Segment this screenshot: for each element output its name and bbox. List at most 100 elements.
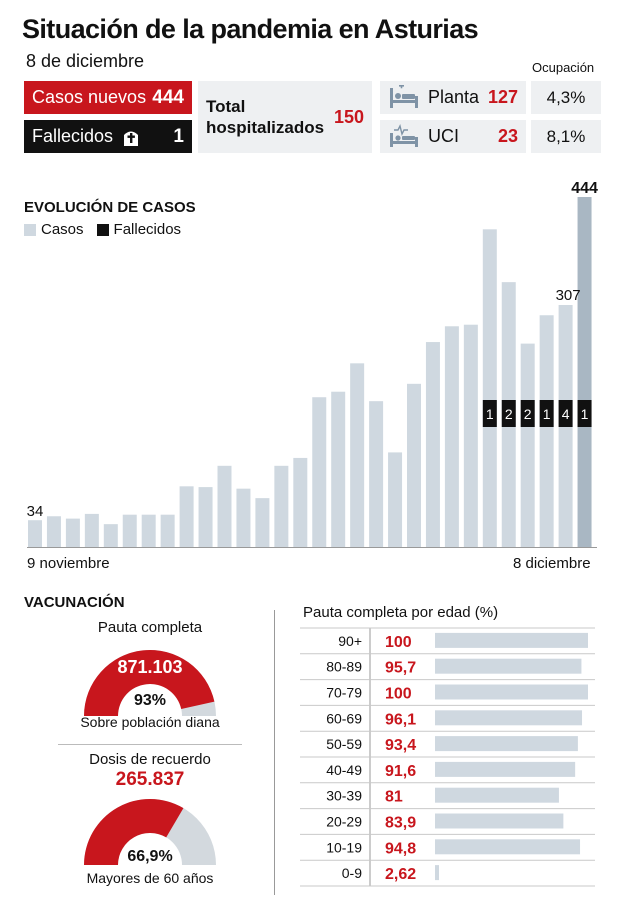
- bar-casos: [217, 465, 232, 547]
- total-hospitalizados-label: Total hospitalizados: [206, 97, 325, 137]
- fallecidos-label: 1: [543, 406, 551, 422]
- legend-item-casos: Casos: [24, 221, 84, 238]
- planta-label: Planta: [428, 87, 480, 107]
- dosis-recuerdo-gauge: [84, 799, 216, 865]
- planta-box: Planta 127: [380, 81, 526, 114]
- age-category-label: 0-9: [342, 865, 362, 881]
- bar-value-label: 444: [571, 180, 598, 197]
- age-bar: [435, 839, 581, 855]
- divider: [58, 744, 242, 745]
- dosis-gauge-fill: [84, 799, 184, 865]
- bar-casos: [482, 229, 497, 547]
- uci-occupancy: 8,1%: [531, 120, 601, 153]
- fallecidos-label: Fallecidos: [32, 126, 114, 146]
- bar-casos: [179, 486, 194, 547]
- dosis-recuerdo-label: Dosis de recuerdo: [89, 751, 211, 768]
- age-value-label: 91,6: [385, 763, 416, 780]
- legend-label-fallecidos: Fallecidos: [113, 221, 182, 238]
- age-category-label: 70-79: [326, 685, 362, 701]
- total-hospitalizados-box: Total hospitalizados 150: [198, 81, 372, 153]
- fallecidos-label: 2: [505, 406, 513, 422]
- uci-box: UCI 23: [380, 120, 526, 153]
- bar-casos: [577, 197, 592, 547]
- age-bar: [435, 736, 578, 752]
- bar-casos: [520, 343, 535, 547]
- age-value-label: 93,4: [385, 737, 416, 754]
- bar-casos: [65, 518, 80, 547]
- bar-value-label: 34: [27, 503, 44, 520]
- occupancy-label: Ocupación: [532, 60, 595, 75]
- bar-casos: [122, 514, 137, 547]
- bar-casos: [293, 457, 308, 547]
- age-value-label: 95,7: [385, 660, 416, 677]
- vacunacion-title: VACUNACIÓN: [24, 594, 125, 611]
- dosis-recuerdo-pct: 66,9%: [127, 848, 173, 865]
- bar-fallecidos: [577, 400, 592, 427]
- dosis-recuerdo-subtitle: Mayores de 60 años: [86, 870, 214, 886]
- date-label: 8 de diciembre: [26, 51, 145, 71]
- bar-fallecidos: [501, 400, 516, 427]
- age-category-label: 40-49: [326, 762, 362, 778]
- bar-fallecidos: [539, 400, 554, 427]
- bar-value-label: 307: [556, 287, 581, 304]
- bar-casos: [28, 520, 42, 547]
- bar-fallecidos: [520, 400, 535, 427]
- legend-label-casos: Casos: [41, 221, 84, 238]
- fallecidos-label: 4: [562, 406, 570, 422]
- pauta-completa-label: Pauta completa: [97, 619, 203, 636]
- age-category-label: 50-59: [326, 736, 362, 752]
- age-category-label: 30-39: [326, 788, 362, 804]
- age-value-label: 100: [385, 686, 412, 703]
- planta-occupancy: 4,3%: [531, 81, 601, 114]
- age-bar: [435, 865, 440, 881]
- bar-casos: [331, 391, 346, 547]
- age-bar: [435, 632, 588, 648]
- age-value-label: 94,8: [385, 840, 416, 857]
- pauta-completa-subtitle: Sobre población diana: [80, 714, 220, 730]
- age-value-label: 83,9: [385, 815, 416, 832]
- age-bar: [435, 761, 576, 777]
- age-value-label: 100: [385, 634, 412, 651]
- page-title: Situación de la pandemia en Asturias: [22, 14, 479, 44]
- pauta-gauge-fill: [84, 650, 215, 716]
- hospital-bed-icon: [390, 84, 418, 108]
- bar-casos: [312, 397, 327, 547]
- bar-casos: [539, 315, 554, 547]
- age-bar: [435, 658, 582, 674]
- cross-icon: [124, 131, 139, 146]
- bar-casos: [425, 342, 440, 547]
- bar-casos: [274, 465, 289, 547]
- age-chart-title: Pauta completa por edad (%): [303, 604, 499, 621]
- fallecidos-label: 1: [581, 406, 589, 422]
- icu-bed-icon: [390, 123, 418, 147]
- casos-nuevos-box: Casos nuevos 444: [24, 81, 192, 114]
- bar-fallecidos: [558, 400, 573, 427]
- age-category-label: 90+: [338, 633, 362, 649]
- legend-swatch-fallecidos: [96, 223, 109, 236]
- fallecidos-value: 1: [173, 125, 184, 147]
- age-category-label: 20-29: [326, 814, 362, 830]
- bar-casos: [103, 524, 118, 547]
- fallecidos-label: 1: [486, 406, 494, 422]
- age-bar: [435, 710, 583, 726]
- pauta-completa-pct: 93%: [133, 692, 167, 709]
- uci-label: UCI: [428, 126, 459, 146]
- bar-casos: [388, 452, 403, 547]
- bar-casos: [255, 498, 270, 547]
- bar-casos: [141, 514, 156, 547]
- bar-casos: [46, 516, 61, 547]
- bar-casos: [444, 326, 459, 547]
- age-bar: [435, 684, 588, 700]
- age-chart: 90+ 100 80-89 95,7 70-79 100 60-69 96,1 50-59 93,…: [300, 627, 595, 887]
- age-category-label: 60-69: [326, 710, 362, 726]
- age-category-label: 80-89: [326, 659, 362, 675]
- bar-casos: [369, 401, 384, 547]
- bar-casos: [407, 383, 421, 547]
- bar-casos: [350, 363, 365, 547]
- bar-casos: [463, 324, 478, 547]
- x-axis-end-label: 8 diciembre: [513, 555, 591, 572]
- age-value-label: 81: [385, 789, 403, 806]
- x-axis-start-label: 9 noviembre: [27, 555, 110, 572]
- legend-swatch-casos: [24, 223, 36, 236]
